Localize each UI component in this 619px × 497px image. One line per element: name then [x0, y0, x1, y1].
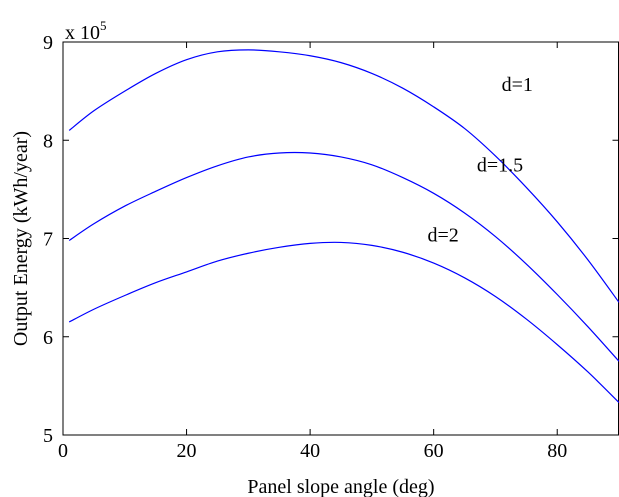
y-axis-label: Output Energy (kWh/year): [10, 131, 32, 346]
series-annotation-1: d=1: [502, 74, 533, 96]
x-tick-label: 60: [424, 440, 444, 462]
x-tick-label: 80: [547, 440, 567, 462]
y-tick-label: 9: [43, 32, 53, 54]
x-tick-label: 0: [58, 440, 68, 462]
series-annotation-3: d=2: [427, 224, 458, 246]
series-line-1: [68, 49, 619, 303]
y-axis-multiplier: x 105: [65, 18, 107, 44]
series-line-3: [68, 241, 619, 404]
y-tick-label: 8: [43, 130, 53, 152]
x-tick-label: 40: [300, 440, 320, 462]
y-tick-label: 7: [43, 229, 53, 251]
y-tick-label: 5: [43, 425, 53, 447]
y-tick-label: 6: [43, 327, 53, 349]
y-axis-ticks: 5 6 7 8 9: [43, 32, 619, 447]
y-multiplier-base: x 10: [65, 22, 100, 44]
y-multiplier-exponent: 5: [100, 18, 107, 33]
series-annotation-2: d=1.5: [477, 155, 523, 177]
series-line-2: [68, 151, 619, 362]
plot-area: [62, 41, 619, 436]
x-axis-ticks: 0 20 40 60 80: [58, 42, 567, 462]
x-tick-label: 20: [177, 440, 197, 462]
series-annotations: d=1 d=1.5 d=2: [427, 74, 532, 246]
x-axis-label: Panel slope angle (deg): [247, 476, 434, 497]
series-lines: [68, 49, 619, 404]
